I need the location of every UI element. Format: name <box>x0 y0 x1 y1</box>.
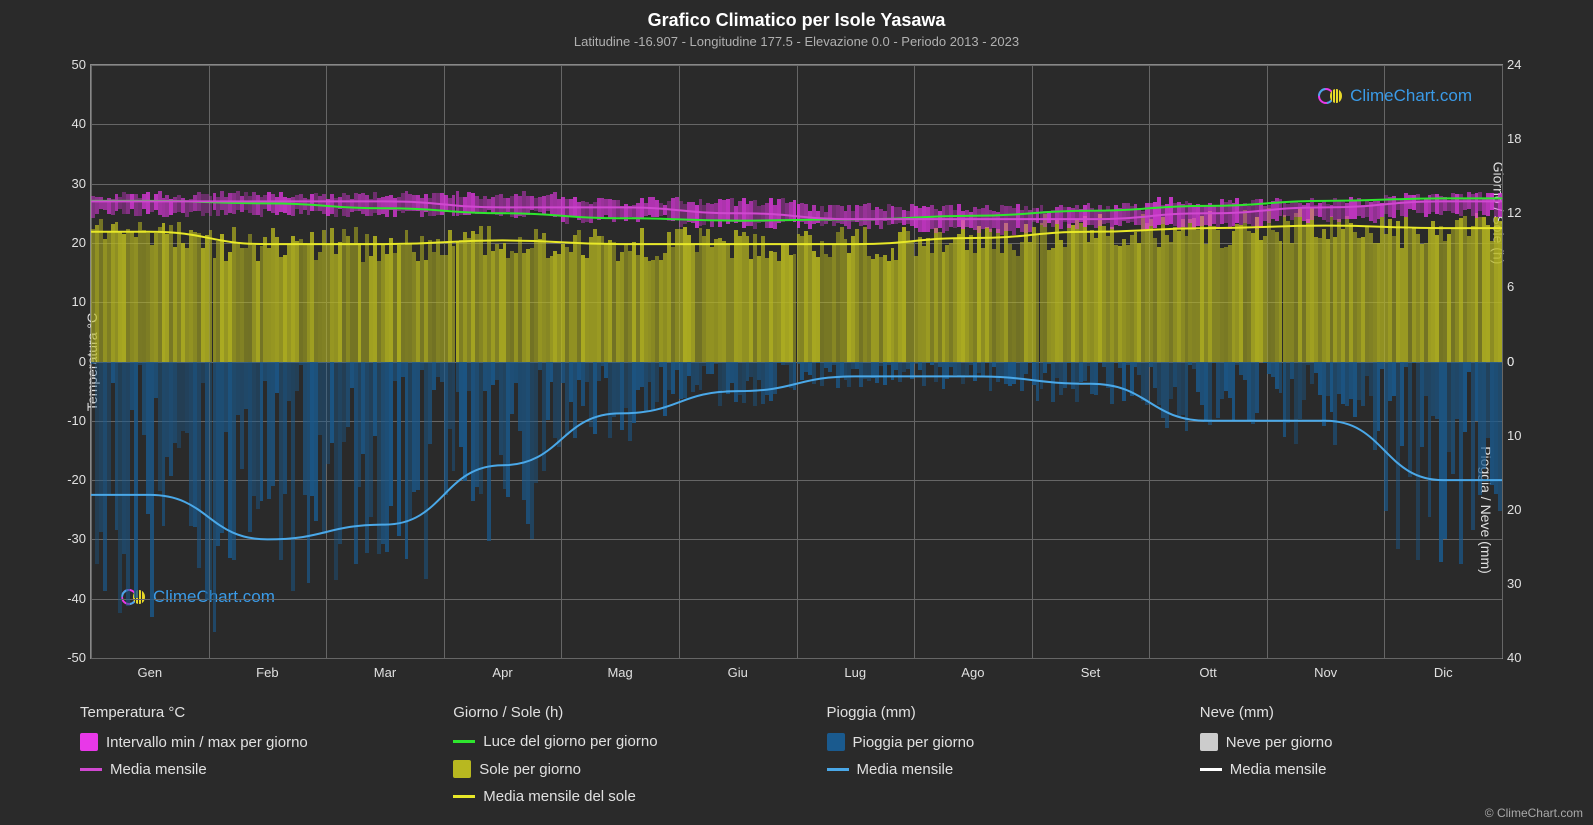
legend-item: Media mensile del sole <box>453 788 766 805</box>
copyright: © ClimeChart.com <box>1485 806 1583 820</box>
legend-swatch <box>827 733 845 751</box>
legend-label: Luce del giorno per giorno <box>483 733 657 750</box>
legend-item: Sole per giorno <box>453 760 766 778</box>
legend-swatch <box>80 768 102 771</box>
y-left-tick: -10 <box>51 413 86 428</box>
legend-swatch <box>1200 733 1218 751</box>
legend-item: Luce del giorno per giorno <box>453 733 766 750</box>
y-right-top-tick: 6 <box>1507 279 1542 294</box>
legend-item: Media mensile <box>1200 761 1513 778</box>
month-tick: Lug <box>844 665 866 680</box>
legend-item: Pioggia per giorno <box>827 733 1140 751</box>
y-right-top-tick: 18 <box>1507 131 1542 146</box>
legend: Temperatura °C Intervallo min / max per g… <box>0 689 1593 825</box>
y-left-tick: 30 <box>51 176 86 191</box>
legend-item: Intervallo min / max per giorno <box>80 733 393 751</box>
legend-column: Temperatura °C Intervallo min / max per g… <box>80 704 393 815</box>
y-left-tick: 50 <box>51 57 86 72</box>
legend-swatch <box>1200 768 1222 771</box>
legend-label: Media mensile <box>857 761 954 778</box>
legend-swatch <box>453 795 475 798</box>
y-left-tick: 10 <box>51 294 86 309</box>
legend-header: Giorno / Sole (h) <box>453 704 766 721</box>
chart-subtitle: Latitudine -16.907 - Longitudine 177.5 -… <box>0 34 1593 49</box>
y-right-top-tick: 12 <box>1507 205 1542 220</box>
y-right-bottom-tick: 40 <box>1507 650 1542 665</box>
y-left-tick: -50 <box>51 650 86 665</box>
month-tick: Gen <box>137 665 162 680</box>
y-left-tick: 40 <box>51 116 86 131</box>
legend-label: Pioggia per giorno <box>853 734 975 751</box>
y-right-bottom-tick: 10 <box>1507 428 1542 443</box>
legend-column: Pioggia (mm) Pioggia per giorno Media mens… <box>827 704 1140 815</box>
month-tick: Ago <box>961 665 984 680</box>
y-left-tick: -30 <box>51 531 86 546</box>
month-tick: Mar <box>374 665 396 680</box>
y-left-tick: 20 <box>51 235 86 250</box>
y-left-tick: -20 <box>51 472 86 487</box>
y-right-top-tick: 24 <box>1507 57 1542 72</box>
legend-label: Media mensile <box>110 761 207 778</box>
legend-label: Sole per giorno <box>479 761 581 778</box>
month-tick: Set <box>1081 665 1101 680</box>
legend-item: Media mensile <box>80 761 393 778</box>
legend-label: Intervallo min / max per giorno <box>106 734 308 751</box>
y-right-bottom-tick: 20 <box>1507 502 1542 517</box>
legend-label: Neve per giorno <box>1226 734 1333 751</box>
legend-label: Media mensile <box>1230 761 1327 778</box>
plot-wrapper: Temperatura °C Giorno / Sole (h) Pioggia… <box>60 64 1533 689</box>
legend-swatch <box>453 740 475 743</box>
month-tick: Dic <box>1434 665 1453 680</box>
y-right-bottom-tick: 0 <box>1507 354 1542 369</box>
month-tick: Mag <box>607 665 632 680</box>
legend-column: Giorno / Sole (h) Luce del giorno per gio… <box>453 704 766 815</box>
legend-swatch <box>80 733 98 751</box>
legend-swatch <box>453 760 471 778</box>
legend-column: Neve (mm) Neve per giorno Media mensile <box>1200 704 1513 815</box>
month-tick: Giu <box>728 665 748 680</box>
y-left-tick: 0 <box>51 354 86 369</box>
legend-label: Media mensile del sole <box>483 788 636 805</box>
month-tick: Feb <box>256 665 278 680</box>
legend-header: Temperatura °C <box>80 704 393 721</box>
y-right-bottom-tick: 30 <box>1507 576 1542 591</box>
chart-title: Grafico Climatico per Isole Yasawa <box>0 10 1593 31</box>
month-tick: Ott <box>1199 665 1216 680</box>
legend-header: Neve (mm) <box>1200 704 1513 721</box>
month-tick: Apr <box>492 665 512 680</box>
title-area: Grafico Climatico per Isole Yasawa Latit… <box>0 0 1593 54</box>
month-tick: Nov <box>1314 665 1337 680</box>
legend-header: Pioggia (mm) <box>827 704 1140 721</box>
climate-chart: Grafico Climatico per Isole Yasawa Latit… <box>0 0 1593 825</box>
plot-area: Temperatura °C Giorno / Sole (h) Pioggia… <box>90 64 1503 659</box>
legend-item: Media mensile <box>827 761 1140 778</box>
legend-swatch <box>827 768 849 771</box>
y-left-tick: -40 <box>51 591 86 606</box>
legend-item: Neve per giorno <box>1200 733 1513 751</box>
